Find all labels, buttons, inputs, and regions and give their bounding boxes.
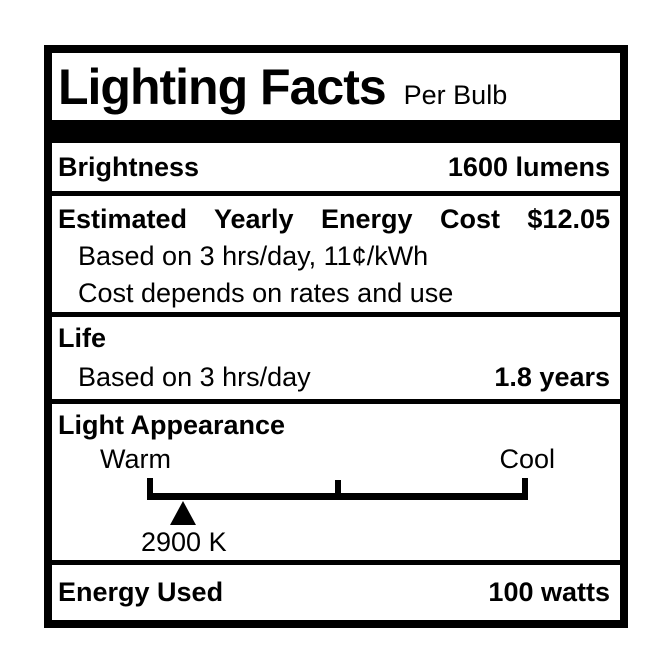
scale-middle-tick (334, 480, 341, 500)
cool-label: Cool (499, 443, 555, 474)
temperature-marker-triangle (169, 501, 196, 525)
energy-used-label: Energy Used (58, 577, 224, 607)
section-divider (52, 191, 620, 196)
warm-cool-row: Warm Cool (58, 444, 610, 474)
energy-used-row: Energy Used 100 watts (52, 565, 620, 620)
section-divider (52, 312, 620, 317)
label-title: Lighting Facts (58, 59, 387, 115)
energy-cost-note-1: Based on 3 hrs/day, 11¢/kWh (78, 241, 429, 271)
scale-bar (147, 493, 528, 500)
brightness-value: 1600 lumens (447, 151, 610, 182)
section-divider (52, 560, 620, 565)
kelvin-value: 2900 K (141, 527, 227, 557)
scale-left-tick (147, 478, 153, 500)
section-divider (52, 399, 620, 404)
energy-cost-section: Estimated Yearly Energy Cost $12.05 Base… (52, 196, 620, 312)
energy-cost-heading: Estimated Yearly Energy Cost $12.05 (58, 204, 610, 234)
energy-cost-note-2: Cost depends on rates and use (78, 278, 454, 308)
brightness-row: Brightness 1600 lumens (52, 143, 620, 191)
life-note: Based on 3 hrs/day (78, 362, 311, 392)
life-value: 1.8 years (494, 362, 610, 392)
light-appearance-section: Light Appearance Warm Cool 2900 K (52, 404, 620, 560)
lighting-facts-label: Lighting Facts Per Bulb Brightness 1600 … (44, 45, 628, 628)
life-section: Life Based on 3 hrs/day 1.8 years (52, 317, 620, 399)
label-subtitle: Per Bulb (403, 80, 508, 110)
title-separator-bar (52, 120, 620, 143)
life-row: Based on 3 hrs/day 1.8 years (58, 358, 610, 397)
energy-used-value: 100 watts (488, 577, 610, 607)
brightness-label: Brightness (58, 151, 200, 182)
light-appearance-label: Light Appearance (58, 410, 286, 440)
scale-right-tick (522, 478, 528, 500)
warm-label: Warm (100, 443, 171, 474)
life-label: Life (58, 323, 107, 353)
title-row: Lighting Facts Per Bulb (52, 53, 620, 120)
color-temperature-scale (147, 478, 528, 528)
